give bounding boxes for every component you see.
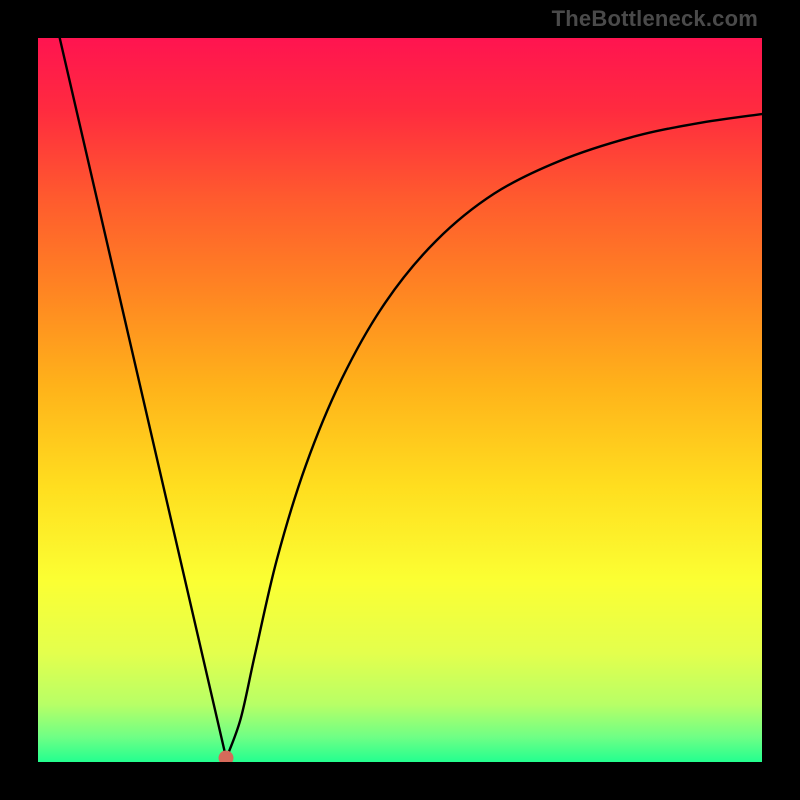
chart-frame: TheBottleneck.com <box>0 0 800 800</box>
minimum-marker <box>219 750 234 762</box>
watermark-text: TheBottleneck.com <box>552 6 758 32</box>
bottleneck-curve <box>38 38 762 762</box>
plot-area <box>38 38 762 762</box>
